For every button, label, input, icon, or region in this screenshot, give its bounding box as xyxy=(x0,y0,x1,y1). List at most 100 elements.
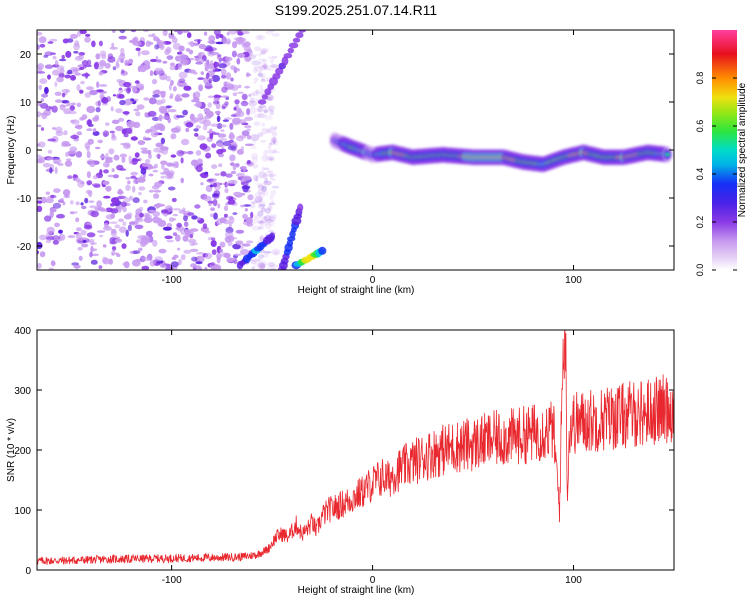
noise-blob xyxy=(189,113,195,121)
noise-blob xyxy=(44,215,52,222)
noise-blob xyxy=(38,141,46,148)
noise-blob xyxy=(41,93,49,98)
arc-blob xyxy=(318,246,327,255)
noise-blob xyxy=(107,174,114,178)
noise-blob xyxy=(183,221,189,227)
noise-blob xyxy=(62,201,66,206)
noise-blob xyxy=(200,71,204,75)
noise-blob xyxy=(74,72,81,76)
noise-blob xyxy=(237,107,242,115)
noise-blob xyxy=(140,168,147,175)
noise-blob xyxy=(118,117,125,122)
noise-blob xyxy=(227,180,235,185)
noise-blob xyxy=(213,212,218,220)
noise-blob xyxy=(252,163,259,169)
noise-blob xyxy=(132,197,140,204)
noise-blob xyxy=(52,55,57,60)
noise-blob xyxy=(50,260,55,266)
noise-blob xyxy=(39,43,46,48)
noise-blob xyxy=(264,190,269,196)
noise-blob xyxy=(244,143,254,147)
noise-blob xyxy=(155,69,159,75)
noise-blob xyxy=(244,125,252,129)
noise-blob xyxy=(194,267,203,270)
noise-blob xyxy=(219,241,226,248)
noise-blob xyxy=(258,105,267,108)
noise-blob xyxy=(98,71,104,76)
noise-blob xyxy=(203,107,210,113)
noise-blob xyxy=(54,222,60,228)
noise-blob xyxy=(137,140,146,146)
noise-blob xyxy=(250,146,257,150)
noise-blob xyxy=(216,56,221,60)
noise-blob xyxy=(118,226,127,233)
noise-blob xyxy=(268,219,275,227)
noise-blob xyxy=(230,170,237,175)
noise-blob xyxy=(191,215,198,220)
noise-blob xyxy=(176,149,185,157)
noise-blob xyxy=(208,47,217,51)
arc-blob xyxy=(292,37,301,43)
noise-blob xyxy=(48,267,54,270)
noise-blob xyxy=(84,197,89,204)
noise-blob xyxy=(237,53,245,58)
noise-blob xyxy=(180,177,184,184)
noise-blob xyxy=(92,175,99,180)
noise-blob xyxy=(195,261,203,265)
noise-blob xyxy=(55,99,62,103)
noise-blob xyxy=(193,128,199,132)
noise-blob xyxy=(158,150,164,154)
noise-blob xyxy=(257,226,264,230)
noise-blob xyxy=(202,125,208,131)
noise-blob xyxy=(121,243,127,249)
snr-x-axis-label: Height of straight line (km) xyxy=(298,585,415,596)
noise-blob xyxy=(232,212,238,216)
noise-blob xyxy=(160,137,166,144)
noise-blob xyxy=(99,154,106,159)
noise-blob xyxy=(260,207,267,212)
snr-panel: -100 0 100 0 100 200 300 400 Height of straigh… xyxy=(6,326,675,596)
noise-blob xyxy=(270,189,277,196)
noise-blob xyxy=(183,214,188,222)
noise-blob xyxy=(250,90,260,97)
noise-blob xyxy=(267,265,274,270)
noise-blob xyxy=(86,105,96,114)
noise-blob xyxy=(54,91,62,97)
noise-blob xyxy=(85,33,91,38)
noise-blob xyxy=(70,102,77,106)
noise-blob xyxy=(235,162,240,168)
noise-blob xyxy=(189,248,199,252)
noise-blob xyxy=(170,133,177,140)
noise-blob xyxy=(204,65,209,72)
noise-blob xyxy=(47,149,53,154)
noise-blob xyxy=(259,263,266,270)
noise-blob xyxy=(264,172,269,177)
noise-blob xyxy=(65,50,72,58)
noise-blob xyxy=(203,31,208,36)
y-tick-label: 200 xyxy=(14,446,31,457)
noise-blob xyxy=(81,114,88,120)
noise-blob xyxy=(111,168,115,173)
noise-blob xyxy=(153,189,162,193)
noise-blob xyxy=(261,166,265,172)
noise-blob xyxy=(210,237,216,241)
noise-blob xyxy=(248,100,258,107)
noise-blob xyxy=(260,47,268,54)
noise-blob xyxy=(261,73,266,81)
noise-blob xyxy=(103,226,112,231)
noise-blob xyxy=(233,106,237,111)
noise-blob xyxy=(217,133,227,138)
noise-blob xyxy=(208,35,216,42)
noise-blob xyxy=(205,72,210,80)
noise-blob xyxy=(75,227,82,232)
noise-blob xyxy=(154,181,162,188)
noise-blob xyxy=(270,200,275,205)
spectrogram-y-axis-label: Frequency (Hz) xyxy=(6,116,17,185)
spectrogram-plot-area xyxy=(37,30,674,270)
noise-blob xyxy=(103,169,109,174)
noise-blob xyxy=(70,74,76,81)
noise-blob xyxy=(248,106,257,114)
noise-blob xyxy=(69,105,76,111)
noise-blob xyxy=(80,229,87,236)
noise-blob xyxy=(152,94,160,98)
